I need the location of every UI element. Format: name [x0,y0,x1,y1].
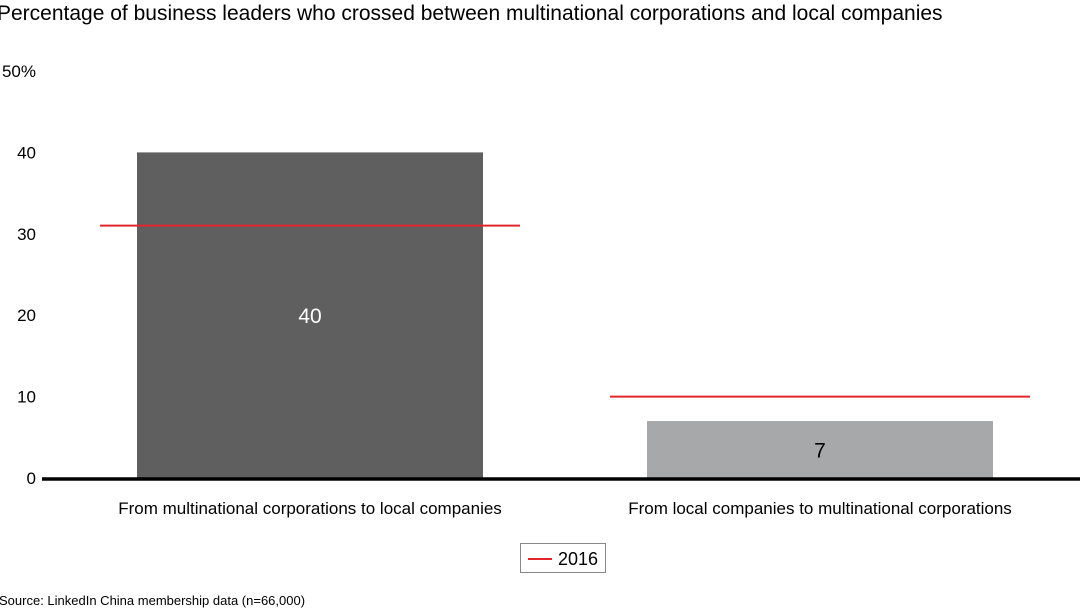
bar-value-label: 40 [298,305,321,328]
x-category-label: From local companies to multinational co… [628,499,1012,518]
legend: 2016 [520,543,606,573]
x-category-label: From multinational corporations to local… [118,499,502,518]
legend-label: 2016 [558,549,599,569]
legend-swatch-2016 [528,558,552,560]
y-tick-label: 10 [17,388,36,407]
bar [647,421,993,478]
y-tick-label: 40 [17,143,36,162]
y-tick-label: 30 [17,225,36,244]
bar [137,152,483,478]
y-tick-label: 20 [17,306,36,325]
source-note: Source: LinkedIn China membership data (… [0,593,306,608]
chart-title: Percentage of business leaders who cross… [0,2,943,25]
bar-value-label: 7 [814,440,826,463]
y-tick-label: 50% [2,62,36,81]
y-tick-label: 0 [27,469,36,488]
